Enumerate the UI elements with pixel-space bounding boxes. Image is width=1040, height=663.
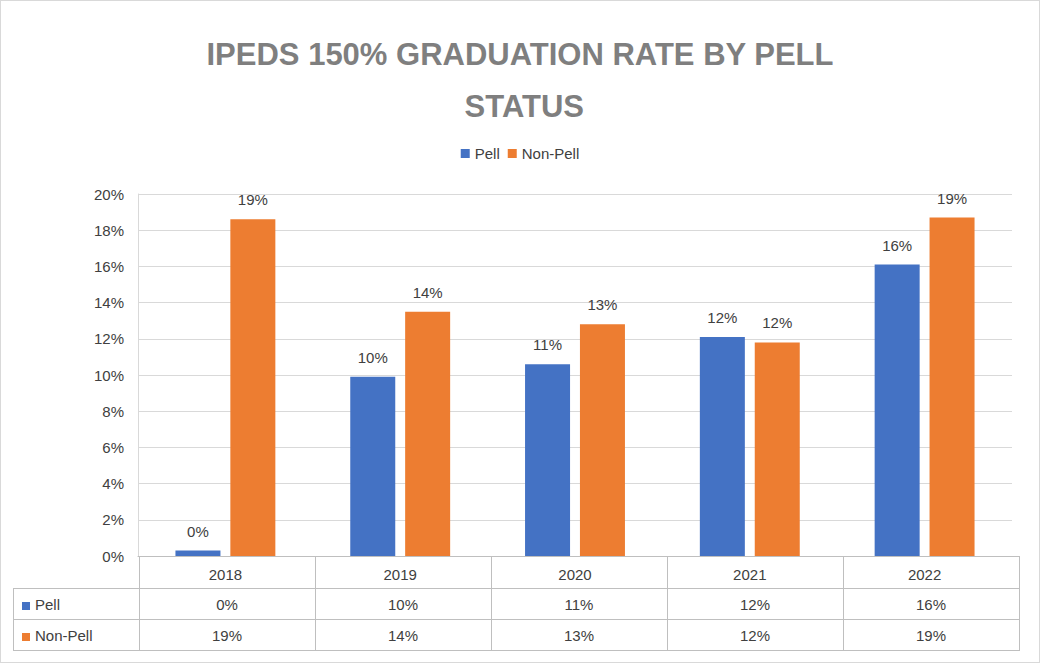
svg-text:STATUS: STATUS — [456, 89, 584, 124]
html-text:Non-Pell: Non-Pell — [35, 626, 93, 644]
svg-text:0%: 0% — [102, 548, 124, 565]
svg-text:12%: 12% — [94, 330, 124, 347]
svg-text:2020: 2020 — [558, 566, 591, 583]
html-text:0%: 0% — [216, 595, 238, 613]
svg-text:0%: 0% — [187, 523, 209, 540]
svg-text:8%: 8% — [102, 403, 124, 420]
svg-text:Non-Pell: Non-Pell — [522, 145, 580, 162]
svg-text:20%: 20% — [94, 186, 124, 203]
svg-text:14%: 14% — [94, 294, 124, 311]
svg-text:2019: 2019 — [384, 566, 417, 583]
html-text:14%: 14% — [388, 626, 418, 644]
html-text:12%: 12% — [740, 626, 770, 644]
svg-text:IPEDS 150% GRADUATION RATE BY: IPEDS 150% GRADUATION RATE BY PELL — [207, 37, 834, 72]
html-text:13%: 13% — [564, 626, 594, 644]
svg-text:2022: 2022 — [908, 566, 941, 583]
html-text:10%: 10% — [388, 595, 418, 613]
html-text:19%: 19% — [212, 626, 242, 644]
svg-text:16%: 16% — [94, 258, 124, 275]
svg-text:13%: 13% — [587, 296, 617, 313]
html-text:Pell: Pell — [35, 595, 60, 613]
svg-text:16%: 16% — [882, 237, 912, 254]
svg-text:2021: 2021 — [733, 566, 766, 583]
svg-text:2018: 2018 — [209, 566, 242, 583]
svg-text:4%: 4% — [102, 475, 124, 492]
html-text:12%: 12% — [740, 595, 770, 613]
svg-text:12%: 12% — [762, 314, 792, 331]
svg-text:18%: 18% — [94, 222, 124, 239]
svg-text:19%: 19% — [238, 191, 268, 208]
svg-text:10%: 10% — [358, 349, 388, 366]
svg-text:19%: 19% — [937, 190, 967, 207]
html-text:16%: 16% — [916, 595, 946, 613]
html-text:11%: 11% — [564, 595, 594, 613]
svg-text:14%: 14% — [413, 284, 443, 301]
svg-text:Pell: Pell — [475, 145, 500, 162]
svg-text:12%: 12% — [707, 309, 737, 326]
svg-text:10%: 10% — [94, 367, 124, 384]
svg-text:6%: 6% — [102, 439, 124, 456]
svg-text:11%: 11% — [533, 336, 562, 353]
svg-text:2%: 2% — [102, 511, 124, 528]
html-text:19%: 19% — [916, 626, 946, 644]
